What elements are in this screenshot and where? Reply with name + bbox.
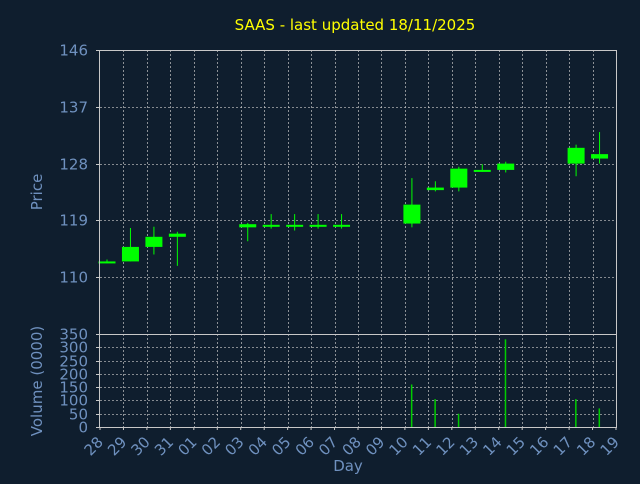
x-tick-label: 03 xyxy=(221,433,247,459)
x-ticks: 2829303101020304050607080910111213141516… xyxy=(81,427,623,459)
candle-body xyxy=(121,246,139,262)
volume-plot-frame xyxy=(99,334,617,428)
candle-body xyxy=(403,204,421,224)
volume-bar xyxy=(575,399,577,427)
volume-tick-label: 100 xyxy=(59,392,88,410)
x-axis-label: Day xyxy=(333,457,363,475)
price-tick-label: 128 xyxy=(59,156,88,174)
price-y-ticks: 146 137 128 119 110 xyxy=(59,42,100,287)
x-tick-label: 09 xyxy=(362,433,388,459)
volume-bar xyxy=(410,384,413,427)
x-tick-label: 19 xyxy=(597,433,623,459)
volume-tick-label: 0 xyxy=(78,419,88,437)
volume-bar xyxy=(598,408,601,427)
price-tick-label: 110 xyxy=(59,269,88,287)
price-axis-label: Price xyxy=(28,174,46,211)
price-tick-label: 146 xyxy=(59,42,88,60)
x-tick-label: 08 xyxy=(339,433,365,459)
candle-body xyxy=(309,224,327,227)
candle-body xyxy=(426,187,444,191)
x-tick-label: 14 xyxy=(479,433,505,459)
x-tick-label: 10 xyxy=(386,433,412,459)
volume-tick-label: 200 xyxy=(59,366,88,384)
candle-body xyxy=(168,233,186,237)
x-tick-label: 15 xyxy=(503,433,529,459)
x-tick-label: 01 xyxy=(174,433,200,459)
candle-body xyxy=(473,169,491,172)
chart-title: SAAS - last updated 18/11/2025 xyxy=(235,16,476,34)
x-tick-label: 31 xyxy=(151,433,177,459)
x-tick-label: 12 xyxy=(432,433,458,459)
volume-bar xyxy=(434,399,436,427)
candle-body xyxy=(497,163,515,170)
x-tick-label: 07 xyxy=(315,433,341,459)
volume-tick-label: 150 xyxy=(59,379,88,397)
x-tick-label: 17 xyxy=(550,433,576,459)
candle-body xyxy=(333,224,351,227)
candle-body xyxy=(239,224,257,228)
price-plot-frame xyxy=(99,50,617,335)
x-tick-label: 18 xyxy=(573,433,599,459)
x-tick-label: 16 xyxy=(526,433,552,459)
volume-bar xyxy=(457,413,460,427)
price-tick-label: 119 xyxy=(59,212,88,230)
x-tick-label: 06 xyxy=(292,433,318,459)
candle-body xyxy=(145,236,163,247)
candle-body xyxy=(262,224,280,227)
x-tick-label: 29 xyxy=(104,433,130,459)
x-tick-label: 05 xyxy=(268,433,294,459)
price-grid xyxy=(100,50,616,334)
x-tick-label: 11 xyxy=(409,433,435,459)
x-tick-label: 30 xyxy=(128,433,154,459)
volume-tick-label: 300 xyxy=(59,339,88,357)
candle-body xyxy=(591,154,609,159)
candle-body xyxy=(98,261,116,264)
candle-body xyxy=(450,168,468,188)
x-tick-label: 02 xyxy=(198,433,224,459)
volume-tick-label: 350 xyxy=(59,326,88,344)
candles xyxy=(98,132,609,266)
volume-tick-label: 50 xyxy=(69,406,88,424)
volume-bars xyxy=(410,339,601,427)
candle-body xyxy=(567,147,585,164)
volume-axis-label: Volume (0000) xyxy=(28,326,46,436)
x-tick-label: 04 xyxy=(245,433,271,459)
volume-tick-label: 250 xyxy=(59,353,88,371)
x-tick-label: 28 xyxy=(81,433,107,459)
volume-grid xyxy=(100,334,616,428)
price-tick-label: 137 xyxy=(59,99,88,117)
volume-bar xyxy=(504,339,507,427)
candle-body xyxy=(286,224,304,227)
x-tick-label: 13 xyxy=(456,433,482,459)
